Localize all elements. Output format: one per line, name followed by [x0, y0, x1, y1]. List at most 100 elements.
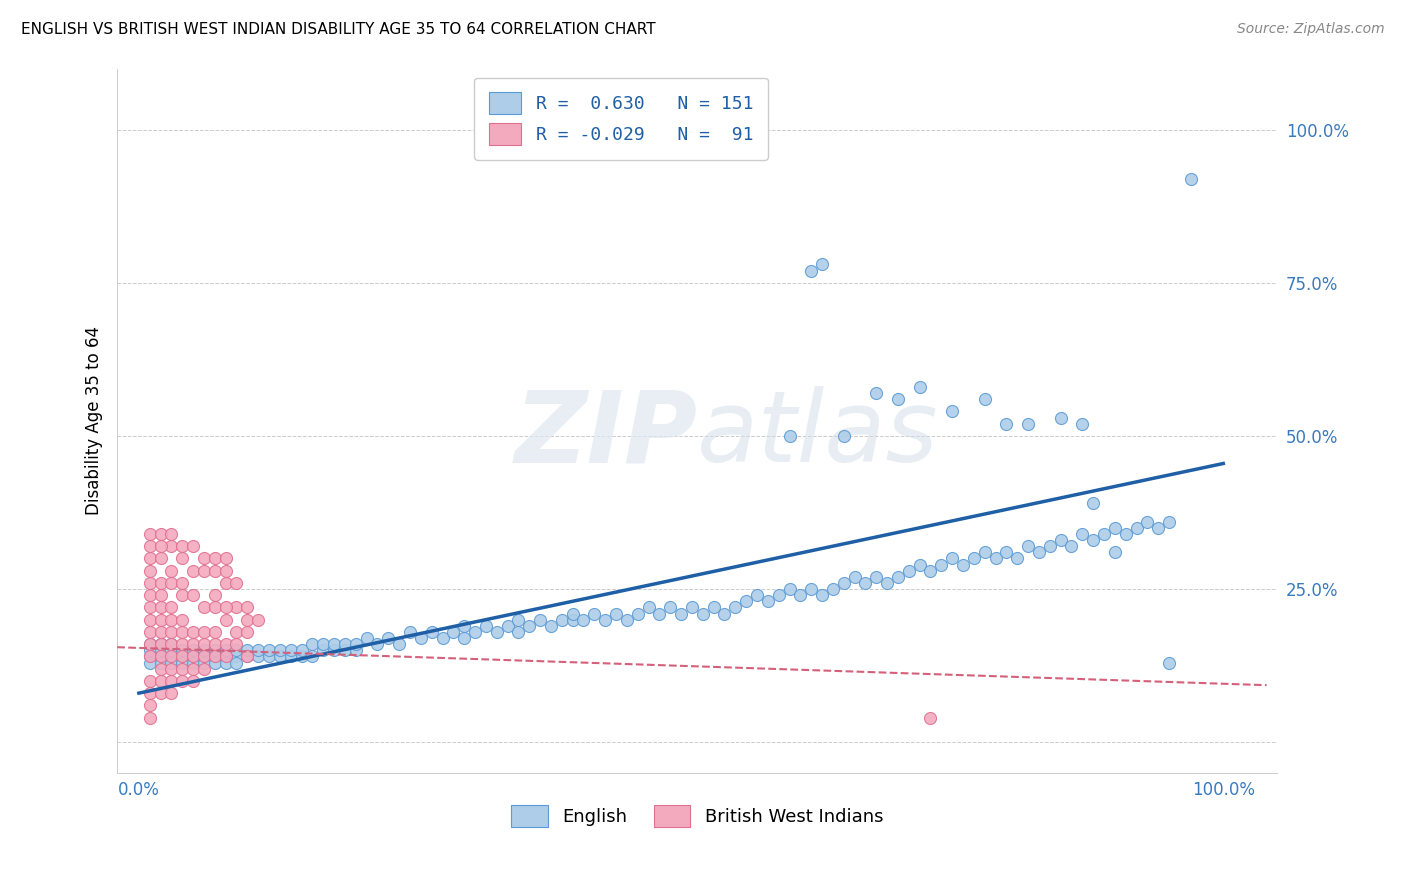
Point: [172, 613, 194, 627]
Point: [1104, 545, 1126, 559]
Point: [887, 392, 910, 407]
Point: [561, 613, 583, 627]
Point: [517, 619, 540, 633]
Point: [247, 613, 270, 627]
Point: [551, 613, 574, 627]
Point: [865, 386, 887, 401]
Point: [160, 649, 183, 664]
Point: [149, 649, 172, 664]
Point: [1125, 521, 1147, 535]
Point: [236, 624, 259, 639]
Point: [138, 686, 160, 700]
Point: [941, 551, 963, 566]
Point: [236, 649, 259, 664]
Point: [692, 607, 714, 621]
Point: [160, 539, 183, 553]
Point: [323, 637, 346, 651]
Point: [138, 649, 160, 664]
Point: [973, 545, 995, 559]
Point: [648, 607, 671, 621]
Text: ENGLISH VS BRITISH WEST INDIAN DISABILITY AGE 35 TO 64 CORRELATION CHART: ENGLISH VS BRITISH WEST INDIAN DISABILIT…: [21, 22, 655, 37]
Point: [172, 624, 194, 639]
Point: [496, 619, 519, 633]
Point: [995, 417, 1018, 431]
Point: [540, 619, 562, 633]
Point: [138, 711, 160, 725]
Point: [399, 624, 422, 639]
Point: [269, 643, 291, 657]
Point: [236, 613, 259, 627]
Point: [920, 711, 942, 725]
Point: [149, 539, 172, 553]
Point: [204, 588, 226, 602]
Point: [290, 643, 312, 657]
Point: [204, 564, 226, 578]
Text: ZIP: ZIP: [515, 386, 697, 483]
Point: [181, 624, 204, 639]
Point: [441, 624, 464, 639]
Point: [149, 527, 172, 541]
Point: [181, 649, 204, 664]
Point: [832, 429, 855, 443]
Point: [356, 631, 378, 645]
Point: [172, 637, 194, 651]
Point: [149, 643, 172, 657]
Point: [616, 613, 638, 627]
Point: [160, 637, 183, 651]
Point: [172, 588, 194, 602]
Point: [149, 673, 172, 688]
Point: [172, 649, 194, 664]
Point: [1136, 515, 1159, 529]
Point: [269, 649, 291, 664]
Point: [876, 575, 898, 590]
Point: [312, 643, 335, 657]
Point: [172, 643, 194, 657]
Point: [745, 588, 768, 602]
Point: [149, 662, 172, 676]
Point: [897, 564, 920, 578]
Point: [420, 624, 443, 639]
Point: [1081, 533, 1104, 547]
Point: [138, 539, 160, 553]
Point: [995, 545, 1018, 559]
Point: [181, 656, 204, 670]
Point: [138, 649, 160, 664]
Point: [1147, 521, 1170, 535]
Point: [225, 575, 247, 590]
Point: [952, 558, 974, 572]
Point: [160, 656, 183, 670]
Point: [193, 624, 215, 639]
Point: [181, 643, 204, 657]
Point: [280, 643, 302, 657]
Point: [138, 656, 160, 670]
Point: [172, 662, 194, 676]
Point: [779, 582, 801, 596]
Point: [160, 649, 183, 664]
Point: [138, 564, 160, 578]
Point: [214, 564, 236, 578]
Point: [1017, 417, 1039, 431]
Point: [257, 643, 280, 657]
Point: [225, 624, 247, 639]
Point: [1180, 171, 1202, 186]
Point: [1005, 551, 1028, 566]
Point: [149, 624, 172, 639]
Point: [453, 619, 475, 633]
Point: [204, 600, 226, 615]
Point: [247, 643, 270, 657]
Point: [214, 575, 236, 590]
Point: [138, 600, 160, 615]
Point: [1092, 527, 1115, 541]
Point: [193, 649, 215, 664]
Point: [149, 588, 172, 602]
Point: [280, 649, 302, 664]
Point: [800, 263, 823, 277]
Point: [247, 649, 270, 664]
Point: [659, 600, 682, 615]
Point: [181, 539, 204, 553]
Point: [1049, 533, 1071, 547]
Point: [236, 600, 259, 615]
Point: [149, 637, 172, 651]
Point: [225, 656, 247, 670]
Point: [138, 624, 160, 639]
